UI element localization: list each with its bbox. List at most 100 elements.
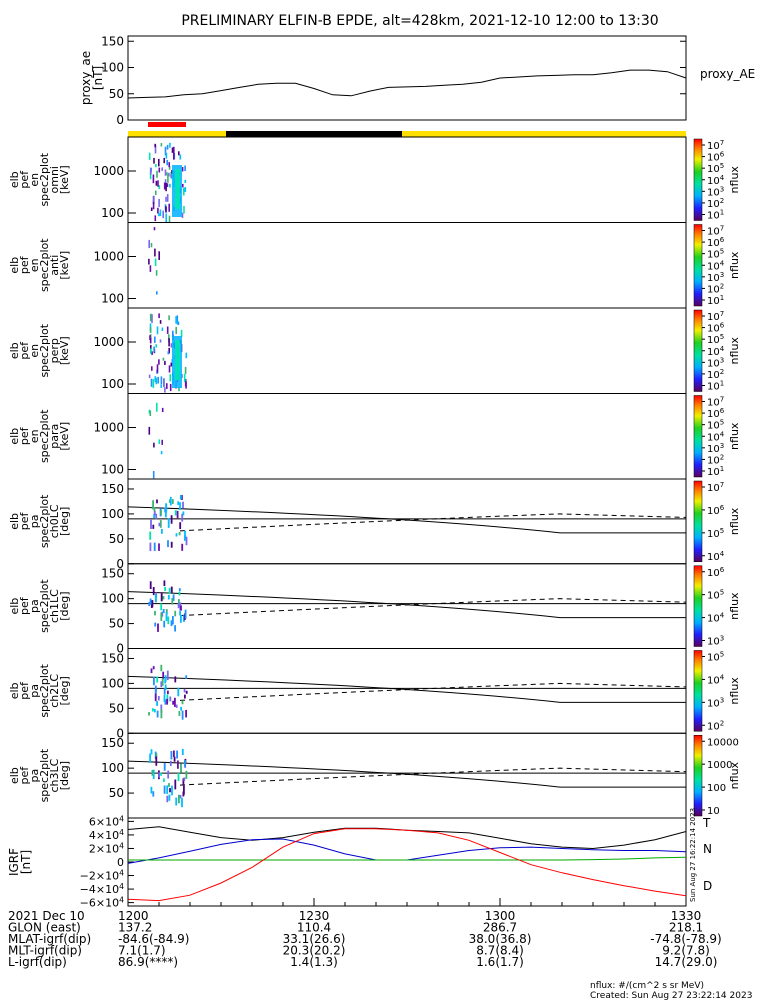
spectrogram-pixel bbox=[155, 270, 158, 276]
pitch-angle-pixel bbox=[163, 688, 166, 695]
spectrogram-ytick-label: 1000 bbox=[93, 335, 124, 349]
footer-value: 1230 bbox=[299, 909, 330, 923]
spectrogram-ytick-label: 1000 bbox=[93, 421, 124, 435]
pitch-angle-pixel bbox=[150, 519, 152, 529]
colorbar-tick-label: 104 bbox=[707, 673, 725, 686]
pitch-angle-pixel bbox=[173, 756, 176, 762]
pitch-angle-pixel bbox=[175, 797, 178, 806]
pitch-angle-pixel bbox=[154, 610, 156, 616]
ae-panel: proxy_ae[nT] 150 100 50 0 proxy_AE bbox=[79, 34, 755, 127]
pitch-angle-pixel bbox=[154, 594, 157, 602]
spectrogram-pixel bbox=[159, 320, 162, 324]
spectrogram-pixel bbox=[170, 343, 173, 348]
spectrogram-pixel bbox=[170, 174, 172, 178]
pitch-angle-pixel bbox=[157, 696, 160, 701]
colorbar-label: nflux bbox=[728, 507, 741, 535]
colorbar-tick-label: 103 bbox=[707, 442, 724, 455]
spectrogram-pixel bbox=[164, 387, 166, 393]
pitch-angle-ytick-label: 150 bbox=[101, 567, 124, 581]
spectrogram-pixel bbox=[181, 167, 184, 172]
pitch-angle-pixel bbox=[183, 688, 186, 693]
pitch-angle-pixel bbox=[170, 586, 173, 593]
pitch-angle-ytick-label: 0 bbox=[116, 642, 124, 656]
pitch-angle-pixel bbox=[159, 520, 162, 528]
spectrogram-pixel bbox=[161, 407, 164, 412]
panel-ylabel-line: spec2plot bbox=[38, 663, 51, 717]
colorbar-tick-label: 107 bbox=[707, 139, 724, 152]
igrf-ytick-label: 4×104 bbox=[89, 828, 124, 842]
colorbar bbox=[693, 224, 703, 307]
footer-value: 286.7 bbox=[483, 921, 517, 935]
pitch-angle-pixel bbox=[152, 524, 155, 529]
pitch-angle-pixel bbox=[173, 750, 175, 757]
footer-value: -74.8(-78.9) bbox=[650, 932, 721, 946]
pitch-angle-pixel bbox=[167, 540, 169, 548]
pitch-angle-pixel bbox=[166, 670, 169, 681]
pitch-angle-pixel bbox=[172, 700, 174, 705]
spectrogram-pixel bbox=[154, 376, 157, 382]
igrf-frame bbox=[127, 817, 687, 907]
panel-ylabel-line: [keV] bbox=[58, 251, 71, 280]
spectrogram-pixel bbox=[153, 442, 155, 448]
spectrogram-pixel bbox=[164, 360, 166, 365]
pitch-angle-pixel bbox=[184, 530, 186, 539]
pitch-angle-pixel bbox=[180, 763, 182, 773]
colorbar-tick-label: 101 bbox=[707, 294, 724, 307]
panel-ylabel-line: elb bbox=[8, 513, 21, 530]
loss-cone-upper-line bbox=[127, 760, 686, 788]
panel-frame bbox=[127, 222, 687, 309]
spectrogram-pixel bbox=[167, 351, 170, 355]
spectrogram-pixel bbox=[158, 158, 160, 167]
igrf-ytick-label: 0 bbox=[117, 856, 124, 869]
pitch-angle-pixel bbox=[167, 518, 170, 528]
colorbar bbox=[693, 565, 703, 647]
spectrogram-pixel bbox=[158, 359, 160, 365]
colorbar-label: nflux bbox=[728, 337, 741, 365]
pitch-angle-pixel bbox=[152, 500, 154, 510]
spectrogram-ytick-label: 1000 bbox=[93, 164, 124, 178]
panel-ylabel-line: en bbox=[28, 258, 41, 272]
pitch-angle-pixel bbox=[167, 770, 170, 779]
pitch-angle-pixel bbox=[149, 531, 152, 540]
spectrogram-pixel bbox=[168, 365, 171, 373]
ae-series-label: proxy_AE bbox=[700, 67, 755, 81]
spectrogram-pixel bbox=[160, 384, 162, 388]
spectrogram-pixel bbox=[173, 146, 175, 153]
colorbar bbox=[693, 480, 703, 562]
pitch-angle-pixel bbox=[169, 496, 172, 506]
spectrogram-ytick-label: 100 bbox=[101, 463, 124, 477]
pitch-angle-panels: 150100500elbpefpaspec2plotch0LC[deg]1071… bbox=[8, 478, 741, 819]
pitch-angle-ytick-label: 100 bbox=[101, 507, 124, 521]
pitch-angle-pixel bbox=[179, 795, 182, 799]
pitch-angle-pixel bbox=[160, 664, 163, 672]
spectrogram-pixel bbox=[168, 162, 170, 168]
footer-value: 20.3(20.2) bbox=[283, 944, 346, 958]
pitch-angle-pixel bbox=[153, 676, 155, 686]
panel-ylabel-line: pef bbox=[18, 596, 31, 615]
loss-cone-upper-line bbox=[127, 675, 686, 703]
panel-ylabel-line: pef bbox=[18, 341, 31, 360]
spectrogram-pixel bbox=[168, 165, 171, 170]
pitch-angle-pixel bbox=[178, 591, 181, 596]
pitch-angle-ytick-label: 100 bbox=[101, 761, 124, 775]
spectrogram-pixel bbox=[183, 373, 186, 383]
spectrogram-pixel bbox=[165, 152, 168, 159]
colorbar-tick-label: 106 bbox=[707, 236, 725, 249]
spectrogram-ytick-label: 100 bbox=[101, 377, 124, 391]
igrf-side-labels: TN D bbox=[702, 816, 712, 893]
spectrogram-pixel bbox=[158, 313, 160, 319]
colorbar-tick-label: 102 bbox=[707, 368, 724, 381]
pitch-angle-pixel bbox=[170, 620, 173, 627]
pitch-angle-ytick-label: 50 bbox=[109, 701, 124, 715]
panel-ylabel-line: [deg] bbox=[58, 591, 71, 620]
panel-ylabel-line: [deg] bbox=[58, 761, 71, 790]
panel-ylabel-line: [keV] bbox=[58, 336, 71, 365]
spectrogram-pixel bbox=[171, 147, 174, 153]
panel-ylabel-line: anti bbox=[48, 255, 61, 276]
panel-ylabel-line: pa bbox=[28, 599, 41, 613]
spectrogram-pixel bbox=[169, 383, 172, 392]
panel-ylabel-line: elb bbox=[8, 342, 21, 359]
spectrogram-pixel bbox=[167, 174, 169, 183]
panel-frame bbox=[127, 648, 687, 734]
